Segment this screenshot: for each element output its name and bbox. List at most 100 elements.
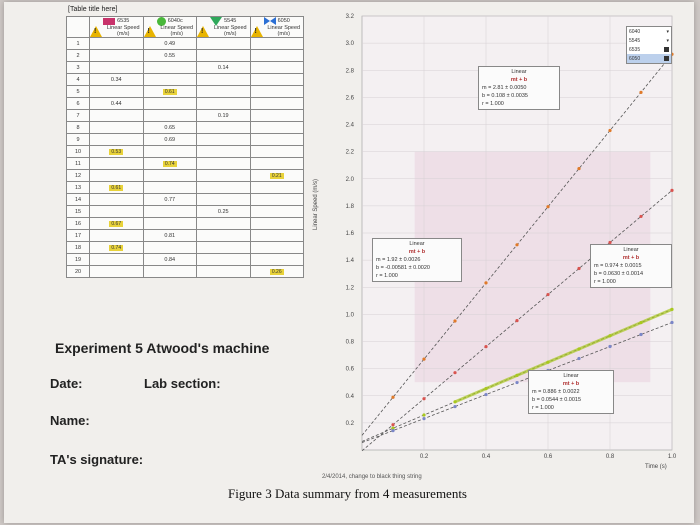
- fit-box-6535[interactable]: Linear mt + b m = 2.81 ± 0.0050 b = 0.10…: [478, 66, 560, 110]
- table-cell[interactable]: [196, 181, 251, 194]
- table-cell[interactable]: [89, 193, 144, 206]
- table-cell[interactable]: [142, 169, 197, 182]
- table-cell[interactable]: [89, 61, 144, 74]
- table-cell[interactable]: [196, 85, 251, 98]
- table-cell[interactable]: 0.61: [89, 181, 144, 194]
- fit-box-5545[interactable]: Linear mt + b m = 1.92 ± 0.0026 b = -0.0…: [372, 238, 462, 282]
- column-header[interactable]: 6040c Linear Speed (m/s): [142, 16, 197, 38]
- table-cell[interactable]: [196, 253, 251, 266]
- table-cell[interactable]: [249, 241, 304, 254]
- table-cell[interactable]: [196, 73, 251, 86]
- table-cell[interactable]: [249, 97, 304, 110]
- table-cell[interactable]: [89, 85, 144, 98]
- table-cell[interactable]: 0.65: [142, 121, 197, 134]
- table-cell[interactable]: [249, 205, 304, 218]
- table-row[interactable]: 20 0.26: [66, 265, 304, 278]
- table-cell[interactable]: [249, 193, 304, 206]
- table-cell[interactable]: [142, 241, 197, 254]
- table-row[interactable]: 2 0.55: [66, 49, 304, 62]
- table-cell[interactable]: 0.21: [249, 169, 304, 182]
- table-cell[interactable]: [249, 181, 304, 194]
- table-cell[interactable]: [142, 61, 197, 74]
- table-cell[interactable]: 0.67: [89, 217, 144, 230]
- table-cell[interactable]: [196, 49, 251, 62]
- table-cell[interactable]: 0.25: [196, 205, 251, 218]
- table-cell[interactable]: 0.55: [142, 49, 197, 62]
- table-cell[interactable]: 0.14: [196, 61, 251, 74]
- table-cell[interactable]: [249, 85, 304, 98]
- table-cell[interactable]: [249, 229, 304, 242]
- table-row[interactable]: 10 0.53: [66, 145, 304, 158]
- table-row[interactable]: 15 0.25: [66, 205, 304, 218]
- table-cell[interactable]: 0.77: [142, 193, 197, 206]
- table-cell[interactable]: [249, 49, 304, 62]
- table-row[interactable]: 14 0.77: [66, 193, 304, 206]
- column-header[interactable]: 6050 Linear Speed (m/s): [249, 16, 304, 38]
- table-cell[interactable]: 0.81: [142, 229, 197, 242]
- table-row[interactable]: 4 0.34: [66, 73, 304, 86]
- table-cell[interactable]: [142, 73, 197, 86]
- table-cell[interactable]: 0.26: [249, 265, 304, 278]
- table-cell[interactable]: [249, 145, 304, 158]
- table-cell[interactable]: [196, 157, 251, 170]
- table-cell[interactable]: [196, 193, 251, 206]
- table-cell[interactable]: 0.74: [142, 157, 197, 170]
- table-cell[interactable]: 0.49: [142, 37, 197, 50]
- table-cell[interactable]: [249, 73, 304, 86]
- table-row[interactable]: 19 0.84: [66, 253, 304, 266]
- table-row[interactable]: 3 0.14: [66, 61, 304, 74]
- table-row[interactable]: 18 0.74: [66, 241, 304, 254]
- table-row[interactable]: 7 0.19: [66, 109, 304, 122]
- table-row[interactable]: 16 0.67: [66, 217, 304, 230]
- table-row[interactable]: 12 0.21: [66, 169, 304, 182]
- table-cell[interactable]: [196, 37, 251, 50]
- table-cell[interactable]: [89, 169, 144, 182]
- table-cell[interactable]: [249, 133, 304, 146]
- table-cell[interactable]: [89, 157, 144, 170]
- table-row[interactable]: 1 0.49: [66, 37, 304, 50]
- table-cell[interactable]: [249, 157, 304, 170]
- chart-legend[interactable]: 6040 ▾ 5545 ▾ 6535 6050: [626, 26, 672, 64]
- legend-item[interactable]: 6050: [627, 54, 671, 63]
- table-cell[interactable]: 0.53: [89, 145, 144, 158]
- table-cell[interactable]: [89, 229, 144, 242]
- column-header[interactable]: 6535 Linear Speed (m/s): [89, 16, 144, 38]
- table-cell[interactable]: 0.61: [142, 85, 197, 98]
- table-cell[interactable]: [142, 145, 197, 158]
- table-cell[interactable]: [249, 61, 304, 74]
- table-cell[interactable]: [142, 181, 197, 194]
- table-row[interactable]: 8 0.65: [66, 121, 304, 134]
- legend-item[interactable]: 6535: [627, 45, 671, 54]
- legend-item[interactable]: 5545 ▾: [627, 36, 671, 45]
- table-cell[interactable]: [89, 205, 144, 218]
- table-row[interactable]: 9 0.69: [66, 133, 304, 146]
- table-cell[interactable]: [196, 217, 251, 230]
- table-cell[interactable]: [89, 253, 144, 266]
- fit-box-6050[interactable]: Linear mt + b m = 0.886 ± 0.0022 b = 0.0…: [528, 370, 614, 414]
- table-cell[interactable]: [89, 121, 144, 134]
- table-cell[interactable]: [196, 241, 251, 254]
- table-cell[interactable]: [249, 253, 304, 266]
- table-cell[interactable]: [196, 265, 251, 278]
- table-cell[interactable]: [89, 133, 144, 146]
- table-row[interactable]: 5 0.61: [66, 85, 304, 98]
- table-cell[interactable]: [89, 37, 144, 50]
- table-cell[interactable]: [249, 121, 304, 134]
- table-cell[interactable]: [249, 109, 304, 122]
- table-row[interactable]: 6 0.44: [66, 97, 304, 110]
- table-cell[interactable]: [196, 145, 251, 158]
- table-row[interactable]: 11 0.74: [66, 157, 304, 170]
- table-cell[interactable]: [89, 109, 144, 122]
- table-row[interactable]: 13 0.61: [66, 181, 304, 194]
- table-cell[interactable]: [142, 97, 197, 110]
- table-cell[interactable]: [142, 265, 197, 278]
- table-cell[interactable]: [89, 49, 144, 62]
- table-cell[interactable]: [142, 109, 197, 122]
- table-cell[interactable]: 0.34: [89, 73, 144, 86]
- table-cell[interactable]: [196, 133, 251, 146]
- table-cell[interactable]: [249, 37, 304, 50]
- table-cell[interactable]: [196, 97, 251, 110]
- fit-box-6040[interactable]: Linear mt + b m = 0.974 ± 0.0015 b = 0.0…: [590, 244, 672, 288]
- table-cell[interactable]: [142, 217, 197, 230]
- table-row[interactable]: 17 0.81: [66, 229, 304, 242]
